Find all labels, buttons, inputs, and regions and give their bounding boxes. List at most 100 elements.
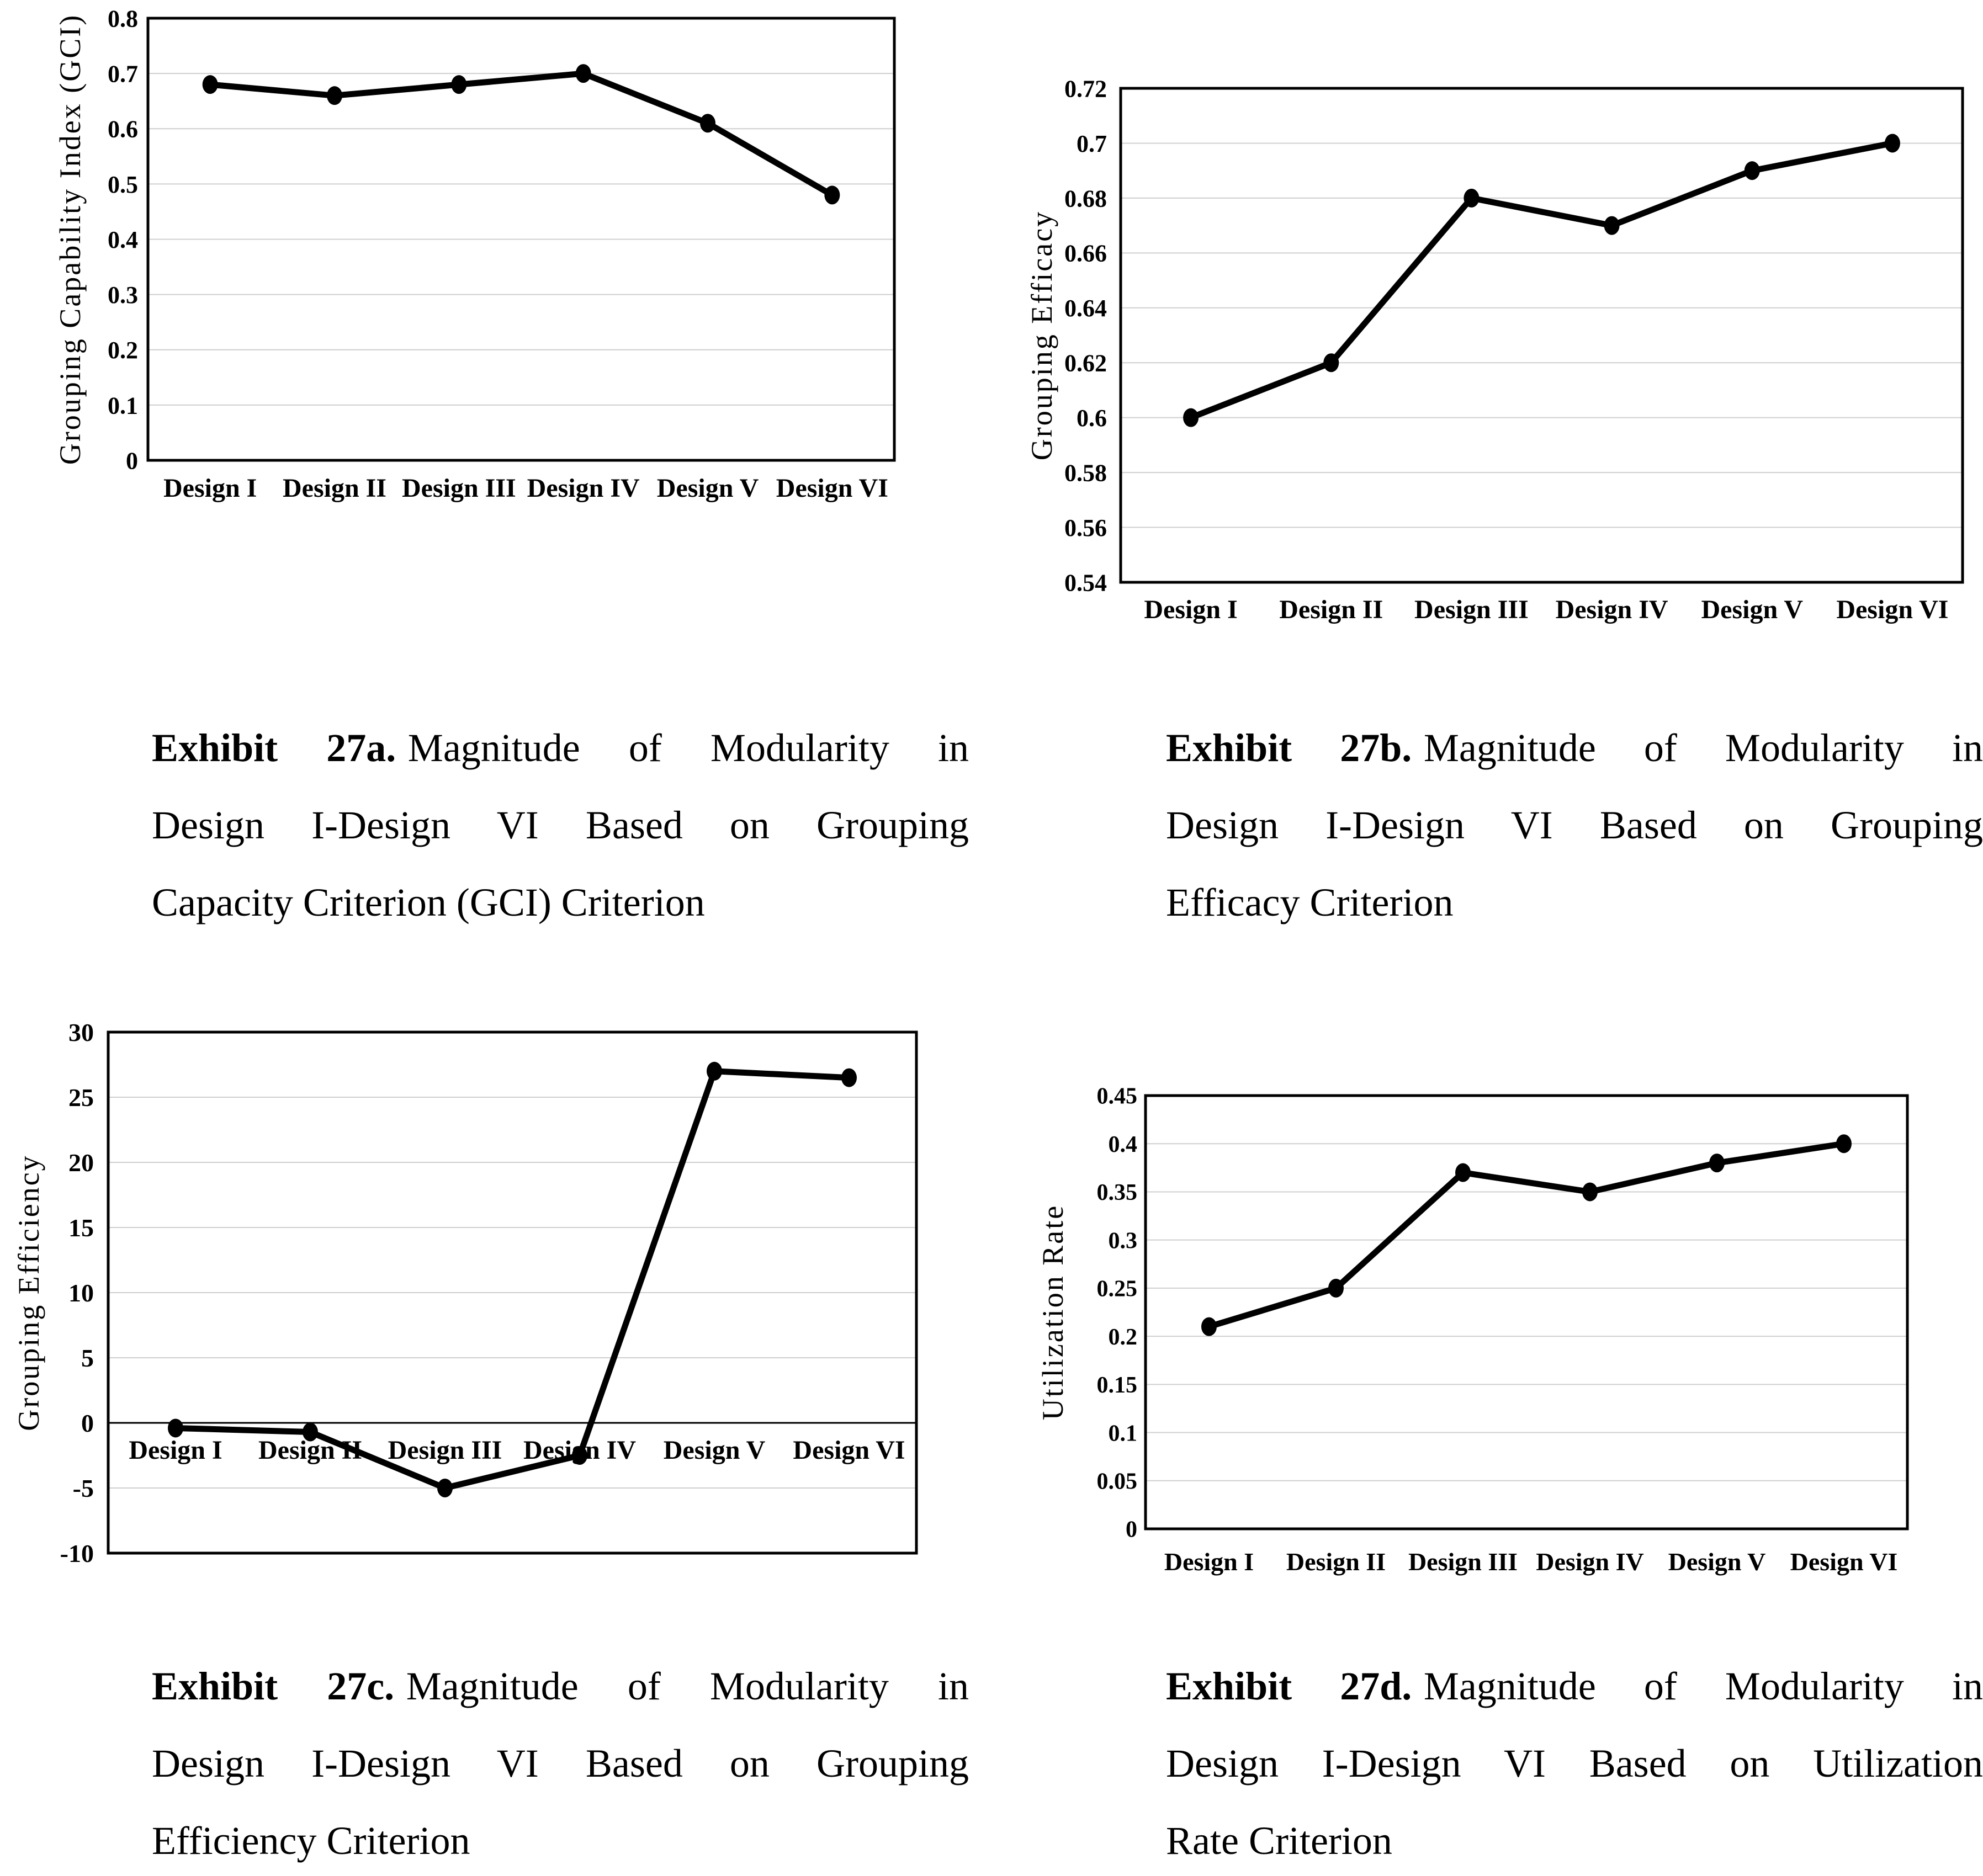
y-tick-label: 0 bbox=[81, 1409, 94, 1437]
data-line bbox=[1190, 140, 1893, 421]
x-category-label: Design VI bbox=[793, 1436, 905, 1465]
caption-line: Efficiency Criterion bbox=[152, 1819, 470, 1863]
data-point-marker bbox=[575, 64, 591, 83]
caption-text: Magnitude of Modularity in bbox=[1423, 1664, 1983, 1708]
y-tick-label: 0.2 bbox=[108, 337, 138, 364]
exhibit-label: Exhibit 27d. bbox=[1166, 1664, 1412, 1708]
data-point-marker bbox=[327, 86, 342, 105]
caption-line: Exhibit 27d. Magnitude of Modularity in bbox=[1166, 1648, 1983, 1725]
y-tick-label: 0 bbox=[126, 447, 138, 474]
caption-line: Design I-Design VI Based on Utilization bbox=[1166, 1741, 1983, 1785]
y-axis-title: Utilization Rate bbox=[1038, 1204, 1069, 1420]
x-category-label: Design III bbox=[1414, 595, 1529, 624]
caption-text: Magnitude of Modularity in bbox=[406, 1664, 969, 1708]
exhibit-label: Exhibit 27b. bbox=[1166, 726, 1412, 770]
line-chart-gci-canvas: 0 0.1 0.2 0.3 0.4 0.5 0.6 0.7 0.8 Design I Design … bbox=[55, 5, 896, 503]
chart-27d-utilization-rate: 0 0.05 0.1 0.15 0.2 0.25 0.3 0.35 0.4 0.45 Design … bbox=[1038, 1087, 1938, 1584]
y-tick-label: 0.8 bbox=[108, 5, 138, 32]
y-tick-label: 0.15 bbox=[1097, 1373, 1138, 1398]
plot-frame bbox=[107, 1030, 918, 1555]
caption-line: Exhibit 27a. Magnitude of Modularity in bbox=[152, 709, 969, 786]
data-point-marker bbox=[202, 75, 218, 94]
y-tick-label: 0.7 bbox=[1077, 130, 1107, 157]
chart-27c-grouping-efficiency: -10 -5 0 5 10 15 20 25 30 Design I Design II Design… bbox=[17, 1024, 927, 1576]
y-axis-title: Grouping Efficacy bbox=[1025, 210, 1058, 460]
chart-27b-grouping-efficacy: 0.54 0.56 0.58 0.6 0.62 0.64 0.66 0.68 0.7 0.72 De… bbox=[1024, 63, 1983, 654]
exhibit-label: Exhibit 27a. bbox=[152, 726, 396, 770]
y-tick-label: 0.58 bbox=[1064, 460, 1107, 487]
data-line bbox=[210, 70, 834, 198]
caption-line: Rate Criterion bbox=[1166, 1819, 1392, 1863]
data-point-marker bbox=[1709, 1154, 1725, 1173]
caption-line: Design I-Design VI Based on Grouping bbox=[1166, 803, 1983, 847]
data-point-marker bbox=[168, 1418, 183, 1438]
data-point-marker bbox=[1455, 1163, 1471, 1182]
x-category-label: Design III bbox=[402, 474, 516, 503]
y-tick-label: 5 bbox=[81, 1344, 94, 1372]
y-tick-label: 0.05 bbox=[1097, 1469, 1138, 1494]
y-tick-label: 0.4 bbox=[1109, 1132, 1138, 1157]
y-tick-label: 0.68 bbox=[1064, 185, 1107, 212]
x-category-label: Design IV bbox=[527, 474, 640, 503]
x-category-label: Design VI bbox=[1836, 595, 1948, 624]
y-tick-label: 0.54 bbox=[1064, 569, 1107, 596]
x-category-label: Design III bbox=[1408, 1548, 1518, 1576]
y-tick-label: 0.4 bbox=[108, 226, 138, 253]
x-category-label: Design II bbox=[1279, 595, 1383, 624]
x-category-label: Design I bbox=[1144, 595, 1237, 624]
caption-line: Design I-Design VI Based on Grouping bbox=[152, 803, 969, 847]
plot-frame bbox=[146, 17, 896, 462]
x-category-label: Design III bbox=[388, 1436, 502, 1465]
y-axis-title: Grouping Capability Index (GCI) bbox=[55, 14, 87, 465]
caption-exhibit-27a: Exhibit 27a. Magnitude of Modularity in D… bbox=[152, 709, 969, 941]
y-tick-label: 25 bbox=[68, 1083, 94, 1112]
y-tick-label: 0.1 bbox=[1109, 1421, 1138, 1446]
y-tick-label: 0.35 bbox=[1097, 1180, 1138, 1205]
data-point-marker bbox=[707, 1061, 722, 1081]
x-category-label: Design VI bbox=[1790, 1548, 1898, 1576]
x-category-label: Design IV bbox=[1556, 595, 1668, 624]
x-category-label: Design V bbox=[1668, 1548, 1766, 1576]
y-tick-label: 0.3 bbox=[1109, 1228, 1138, 1253]
plot-frame bbox=[1144, 1094, 1909, 1530]
y-tick-label: 0.6 bbox=[108, 116, 138, 143]
y-tick-label: 20 bbox=[68, 1149, 94, 1177]
x-category-label: Design I bbox=[129, 1436, 222, 1465]
y-tick-label: 0.25 bbox=[1097, 1277, 1138, 1302]
data-point-marker bbox=[1201, 1317, 1217, 1336]
y-tick-label: -5 bbox=[73, 1474, 94, 1502]
line-chart-grouping-efficacy-canvas: 0.54 0.56 0.58 0.6 0.62 0.64 0.66 0.68 0.7 0.72 De… bbox=[1025, 75, 1964, 624]
y-tick-label: 10 bbox=[68, 1279, 94, 1307]
data-line bbox=[175, 1068, 850, 1491]
data-point-marker bbox=[700, 114, 715, 133]
caption-line: Efficacy Criterion bbox=[1166, 880, 1454, 924]
data-point-marker bbox=[572, 1446, 587, 1465]
data-point-marker bbox=[1836, 1134, 1852, 1154]
data-point-marker bbox=[437, 1479, 453, 1497]
x-category-label: Design I bbox=[1164, 1548, 1254, 1576]
data-point-marker bbox=[1323, 353, 1339, 373]
caption-line: Exhibit 27b. Magnitude of Modularity in bbox=[1166, 709, 1983, 786]
y-tick-label: 0.3 bbox=[108, 281, 138, 309]
plot-frame bbox=[1119, 87, 1964, 584]
y-tick-label: 0.64 bbox=[1064, 295, 1107, 322]
x-category-label: Design V bbox=[1701, 595, 1804, 624]
x-category-label: Design II bbox=[283, 474, 386, 503]
y-tick-label: 0.1 bbox=[108, 392, 138, 419]
caption-exhibit-27c: Exhibit 27c. Magnitude of Modularity in D… bbox=[152, 1648, 969, 1876]
data-point-marker bbox=[824, 185, 840, 205]
caption-exhibit-27d: Exhibit 27d. Magnitude of Modularity in D… bbox=[1166, 1648, 1983, 1876]
y-tick-label: -10 bbox=[60, 1539, 94, 1567]
caption-line: Exhibit 27c. Magnitude of Modularity in bbox=[152, 1648, 969, 1725]
y-axis-title: Grouping Efficiency bbox=[17, 1154, 45, 1431]
data-point-marker bbox=[841, 1068, 857, 1087]
y-tick-label: 0.2 bbox=[1109, 1325, 1138, 1350]
caption-text: Magnitude of Modularity in bbox=[407, 726, 969, 770]
line-chart-utilization-rate-canvas: 0 0.05 0.1 0.15 0.2 0.25 0.3 0.35 0.4 0.45 Design … bbox=[1038, 1087, 1909, 1576]
data-point-marker bbox=[1183, 408, 1199, 427]
data-point-marker bbox=[1744, 161, 1760, 180]
x-category-label: Design I bbox=[163, 474, 257, 503]
y-tick-label: 0.72 bbox=[1064, 75, 1107, 102]
